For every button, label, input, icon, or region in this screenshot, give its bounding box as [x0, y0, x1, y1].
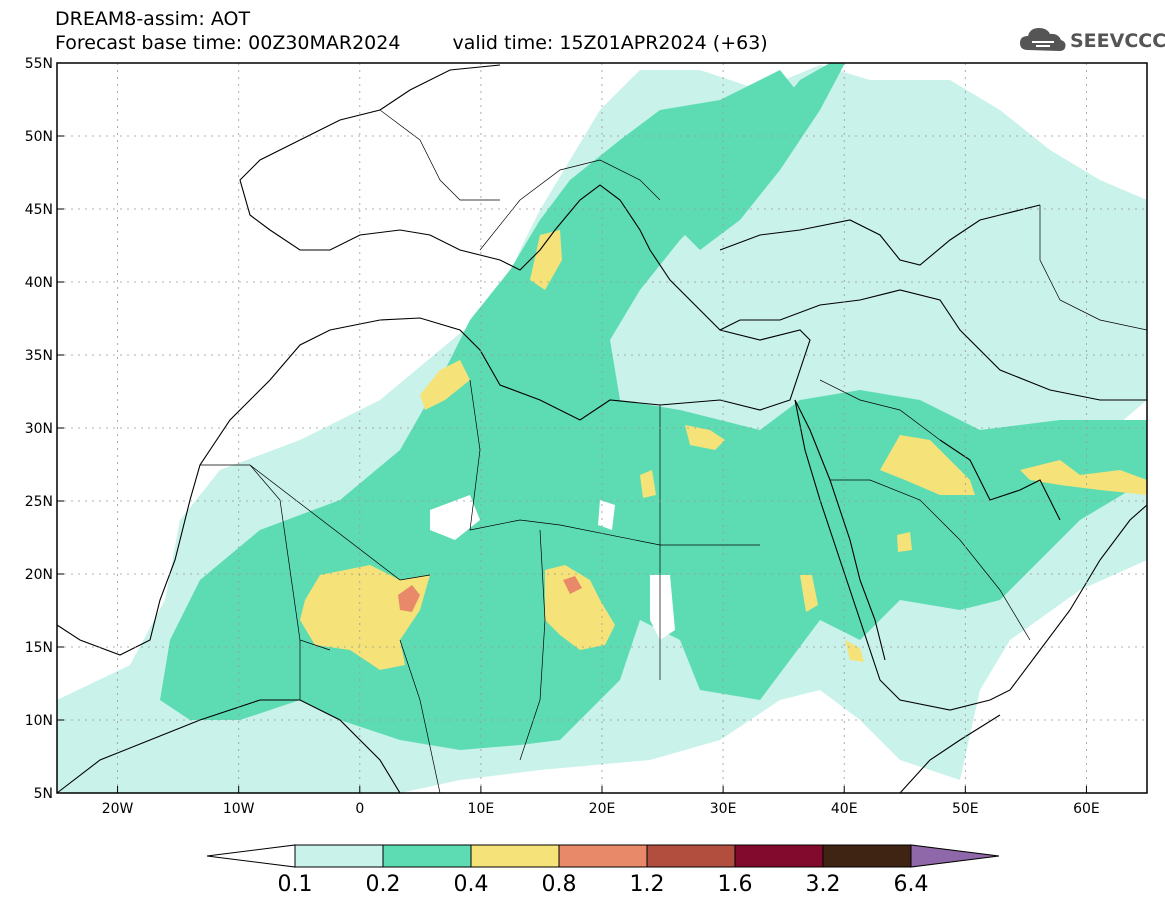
colorbar-swatch	[470, 844, 560, 868]
seevccc-logo: SEEVCCC	[1018, 20, 1165, 60]
logo-text: SEEVCCC	[1070, 30, 1165, 52]
colorbar-swatch	[294, 844, 384, 868]
lat-tick-label: 50N	[25, 129, 53, 145]
colorbar-swatch	[822, 844, 912, 868]
lat-tick-label: 5N	[34, 786, 53, 802]
lat-tick-label: 40N	[25, 275, 53, 291]
lat-tick-label: 45N	[25, 202, 53, 218]
lon-tick-label: 20E	[589, 801, 616, 817]
lon-axis: 20W 10W 0 10E 20E 30E 40E 50E 60E	[102, 786, 1100, 817]
colorbar-swatch	[382, 844, 472, 868]
colorbar-label: 0.2	[366, 872, 401, 897]
lon-tick-label: 50E	[952, 801, 979, 817]
lat-tick-label: 10N	[25, 713, 53, 729]
colorbar-label: 1.2	[630, 872, 665, 897]
lat-tick-label: 25N	[25, 494, 53, 510]
lon-tick-label: 10W	[223, 801, 255, 817]
colorbar-label: 0.8	[542, 872, 577, 897]
cloud-icon	[1020, 28, 1066, 51]
lon-tick-label: 60E	[1073, 801, 1100, 817]
lon-tick-label: 30E	[710, 801, 737, 817]
map-title: DREAM8-assim: AOT	[55, 8, 251, 30]
colorbar-label: 0.1	[278, 872, 313, 897]
coastlines	[56, 64, 1148, 794]
lat-tick-label: 15N	[25, 640, 53, 656]
borders	[200, 109, 1148, 794]
lon-tick-label: 10E	[468, 801, 495, 817]
lon-tick-label: 40E	[831, 801, 858, 817]
colorbar-label: 1.6	[718, 872, 753, 897]
colorbar-label: 3.2	[806, 872, 841, 897]
colorbar-swatch	[646, 844, 736, 868]
colorbar-low-arrow	[206, 844, 296, 868]
aot-contour-0.2-europe	[680, 63, 845, 250]
colorbar-swatch	[558, 844, 648, 868]
lat-tick-label: 20N	[25, 567, 53, 583]
colorbar-high-arrow	[910, 844, 1000, 868]
colorbar-label: 0.4	[454, 872, 489, 897]
aot-contour-0.4	[300, 565, 430, 670]
colorbar-label: 6.4	[894, 872, 929, 897]
lat-tick-label: 30N	[25, 421, 53, 437]
lon-tick-label: 0	[355, 801, 364, 817]
base-time: Forecast base time: 00Z30MAR2024	[55, 32, 401, 54]
colorbar-swatch	[734, 844, 824, 868]
lon-tick-label: 20W	[102, 801, 134, 817]
lat-axis: 55N 50N 45N 40N 35N 30N 25N 20N 15N 10N 5N	[25, 56, 64, 802]
valid-time: valid time: 15Z01APR2024 (+63)	[452, 32, 768, 54]
grid	[57, 63, 1147, 793]
time-info: Forecast base time: 00Z30MAR2024 valid ti…	[55, 33, 768, 53]
lat-tick-label: 35N	[25, 348, 53, 364]
aot-contour-0.8	[398, 585, 420, 612]
lat-tick-label: 55N	[25, 56, 53, 72]
